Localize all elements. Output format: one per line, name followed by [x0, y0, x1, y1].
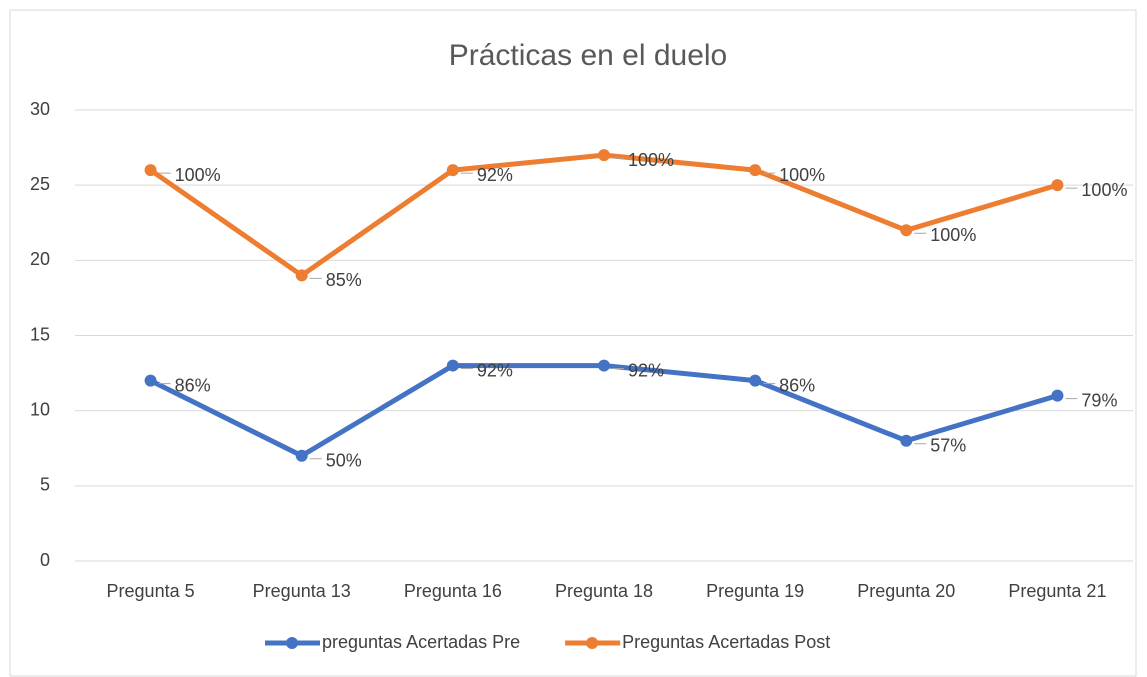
- y-tick-label: 5: [40, 475, 50, 495]
- data-point: [446, 359, 459, 372]
- x-tick-label: Pregunta 5: [107, 581, 195, 601]
- legend-label: Preguntas Acertadas Post: [622, 632, 830, 652]
- data-point: [598, 359, 610, 372]
- data-label: 100%: [779, 165, 825, 185]
- data-point: [1051, 179, 1064, 192]
- data-label: 79%: [1081, 390, 1117, 410]
- data-label: 50%: [326, 451, 362, 471]
- chart-border: [9, 9, 1137, 677]
- data-label: 100%: [628, 150, 674, 170]
- data-point: [598, 149, 610, 162]
- legend-label: preguntas Acertadas Pre: [322, 632, 520, 652]
- data-point: [900, 224, 913, 237]
- data-label: 86%: [175, 375, 211, 395]
- data-point: [900, 434, 913, 447]
- y-tick-label: 10: [30, 399, 50, 419]
- legend-marker: [586, 637, 599, 649]
- data-point: [446, 164, 459, 177]
- data-label: 100%: [1081, 180, 1127, 200]
- data-point: [295, 269, 308, 282]
- data-point: [749, 164, 762, 177]
- data-label: 86%: [779, 375, 815, 395]
- x-tick-label: Pregunta 18: [555, 581, 653, 601]
- y-tick-label: 20: [30, 249, 50, 269]
- data-label: 85%: [326, 270, 362, 290]
- data-label: 100%: [175, 165, 221, 185]
- y-tick-label: 0: [40, 550, 50, 570]
- data-label: 92%: [477, 360, 513, 380]
- y-tick-label: 15: [30, 324, 50, 344]
- y-tick-label: 25: [30, 174, 50, 194]
- data-label: 100%: [930, 225, 976, 245]
- chart-title: Prácticas en el duelo: [449, 39, 728, 72]
- x-tick-label: Pregunta 19: [706, 581, 804, 601]
- data-point: [295, 449, 308, 462]
- x-tick-label: Pregunta 21: [1008, 581, 1106, 601]
- data-label: 92%: [477, 165, 513, 185]
- data-label: 57%: [930, 435, 966, 455]
- data-point: [1051, 389, 1064, 402]
- legend-marker: [286, 637, 298, 649]
- data-label: 92%: [628, 360, 664, 380]
- data-point: [144, 374, 157, 387]
- y-tick-label: 30: [30, 99, 50, 119]
- x-tick-label: Pregunta 20: [857, 581, 955, 601]
- x-tick-label: Pregunta 13: [253, 581, 351, 601]
- x-tick-label: Pregunta 16: [404, 581, 502, 601]
- data-point: [749, 374, 762, 387]
- data-point: [144, 164, 157, 177]
